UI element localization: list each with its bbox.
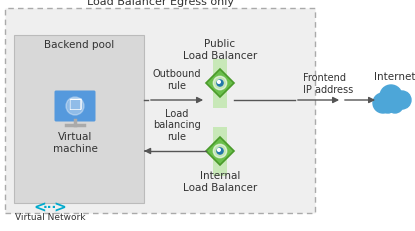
Circle shape — [217, 80, 223, 86]
Bar — [213, 58, 227, 107]
Text: ❒: ❒ — [68, 98, 82, 113]
Circle shape — [393, 91, 411, 109]
Circle shape — [66, 97, 84, 115]
Polygon shape — [206, 137, 234, 165]
Circle shape — [217, 148, 223, 154]
Text: Internal
Load Balancer: Internal Load Balancer — [183, 171, 257, 193]
Circle shape — [380, 85, 402, 107]
Text: Virtual Network: Virtual Network — [15, 213, 85, 222]
Text: Virtual
machine: Virtual machine — [53, 132, 98, 154]
Text: >: > — [54, 201, 66, 216]
Text: Load Balancer Egress only: Load Balancer Egress only — [86, 0, 234, 7]
Text: Backend pool: Backend pool — [44, 40, 114, 50]
Circle shape — [373, 93, 393, 113]
Circle shape — [217, 80, 220, 83]
Bar — [14, 35, 144, 203]
Circle shape — [213, 76, 227, 90]
Bar — [213, 127, 227, 176]
Circle shape — [213, 144, 227, 158]
Text: Internet: Internet — [374, 72, 415, 82]
Circle shape — [381, 99, 395, 113]
Text: Frontend
IP address: Frontend IP address — [303, 73, 353, 95]
Text: Public
Load Balancer: Public Load Balancer — [183, 39, 257, 61]
Circle shape — [387, 97, 403, 113]
Polygon shape — [206, 69, 234, 97]
FancyBboxPatch shape — [54, 91, 95, 122]
Text: ···: ··· — [43, 201, 57, 215]
Text: Outbound
rule: Outbound rule — [153, 69, 201, 91]
Text: Load
balancing
rule: Load balancing rule — [153, 109, 201, 142]
Text: <: < — [34, 201, 46, 216]
Bar — [5, 8, 315, 213]
Circle shape — [217, 149, 220, 151]
